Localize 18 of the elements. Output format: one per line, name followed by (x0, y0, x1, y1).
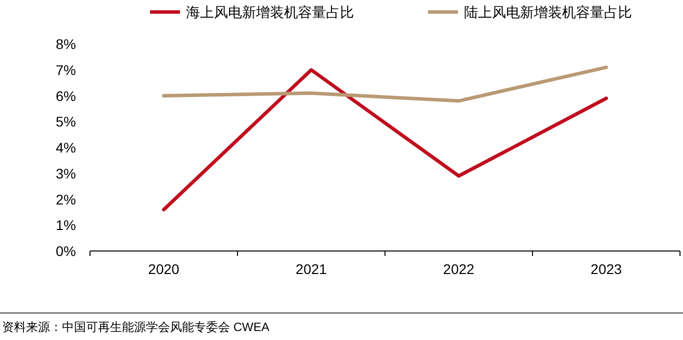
y-tick-label: 8% (56, 36, 76, 52)
y-tick-label: 2% (56, 191, 76, 208)
y-tick-label: 6% (56, 88, 76, 104)
x-tick-label: 2021 (296, 261, 328, 277)
text: 资料来源：中国可再生能源学会风能专委会 CWEA (2, 320, 270, 334)
x-tick-label: 2020 (148, 261, 180, 277)
x-tick-label: 2023 (590, 261, 622, 277)
legend-label: 陆上风电新增装机容量占比 (464, 4, 632, 20)
y-tick-label: 7% (56, 62, 76, 78)
y-tick-label: 5% (56, 114, 76, 130)
y-tick-label: 4% (56, 140, 76, 156)
line-series (162, 66, 608, 103)
x-tick-label: 2022 (443, 261, 475, 277)
line-series (162, 68, 608, 212)
y-tick-label: 1% (56, 217, 76, 234)
legend-label: 海上风电新增装机容量占比 (186, 4, 354, 20)
y-tick-label: 0% (56, 243, 76, 259)
y-tick-label: 3% (56, 165, 76, 182)
